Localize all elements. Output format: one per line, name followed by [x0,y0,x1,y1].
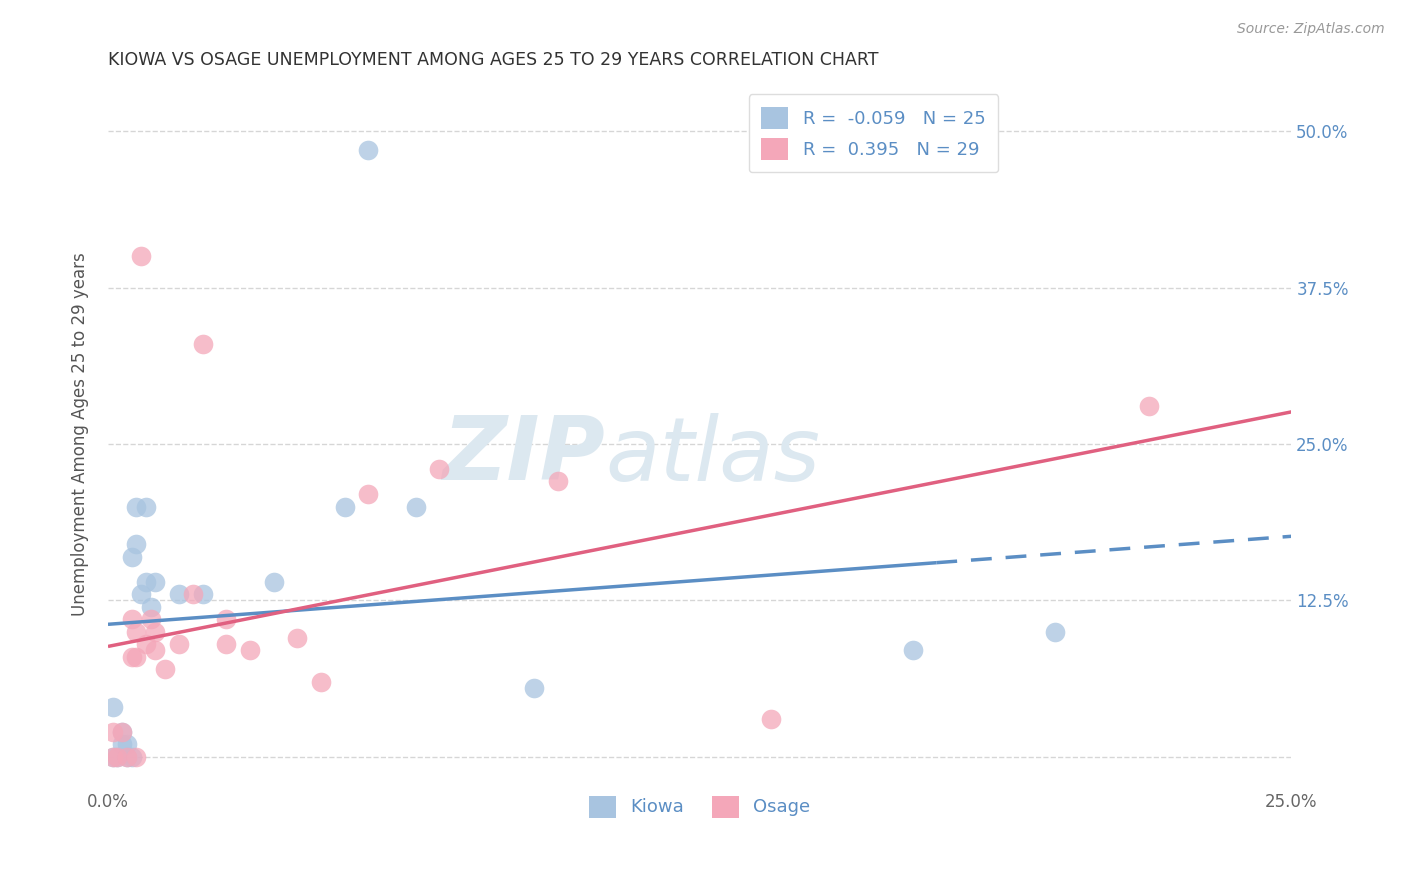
Point [139,612,162,626]
Point [547,475,569,489]
Text: atlas: atlas [605,413,820,499]
Point [101,699,124,714]
Point [263,574,285,589]
Point [143,624,166,639]
Point [143,643,166,657]
Point [111,724,134,739]
Point [357,143,380,157]
Point [215,637,238,651]
Point [125,649,148,664]
Point [121,749,143,764]
Point [121,649,143,664]
Point [167,637,190,651]
Point [129,249,152,263]
Point [135,637,157,651]
Point [101,749,124,764]
Point [167,587,190,601]
Point [239,643,262,657]
Point [181,587,204,601]
Point [153,662,176,676]
Point [1137,400,1160,414]
Point [135,574,157,589]
Point [115,749,138,764]
Text: Source: ZipAtlas.com: Source: ZipAtlas.com [1237,22,1385,37]
Point [125,500,148,514]
Point [523,681,546,695]
Point [111,724,134,739]
Point [405,500,427,514]
Point [901,643,924,657]
Point [215,612,238,626]
Point [107,749,129,764]
Point [333,500,356,514]
Text: KIOWA VS OSAGE UNEMPLOYMENT AMONG AGES 25 TO 29 YEARS CORRELATION CHART: KIOWA VS OSAGE UNEMPLOYMENT AMONG AGES 2… [108,51,879,69]
Point [191,587,214,601]
Point [285,631,308,645]
Point [125,624,148,639]
Y-axis label: Unemployment Among Ages 25 to 29 years: Unemployment Among Ages 25 to 29 years [72,252,89,616]
Text: ZIP: ZIP [443,412,605,500]
Point [357,487,380,501]
Point [125,537,148,551]
Legend: Kiowa, Osage: Kiowa, Osage [582,789,817,825]
Point [125,749,148,764]
Point [135,500,157,514]
Point [1043,624,1066,639]
Point [143,574,166,589]
Point [191,337,214,351]
Point [101,749,124,764]
Point [115,749,138,764]
Point [139,599,162,614]
Point [107,749,129,764]
Point [115,737,138,751]
Point [121,612,143,626]
Point [111,737,134,751]
Point [129,587,152,601]
Point [121,549,143,564]
Point [759,712,782,726]
Point [101,724,124,739]
Point [309,674,332,689]
Point [427,462,450,476]
